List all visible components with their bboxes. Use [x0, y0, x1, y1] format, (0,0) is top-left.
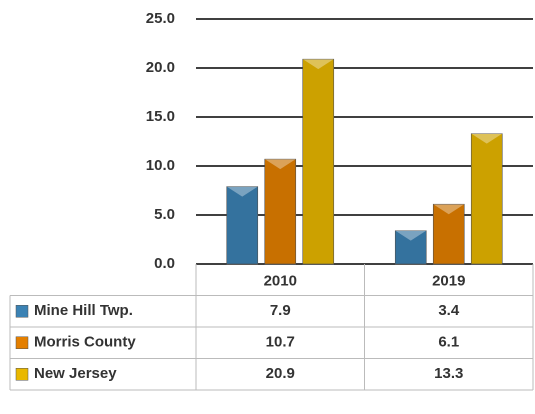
bar-shade — [471, 133, 503, 264]
bar — [302, 58, 335, 265]
x-tick-label: 2019 — [432, 273, 465, 290]
bar-shade — [433, 204, 465, 264]
bar-bevel — [395, 230, 427, 241]
legend-key — [15, 336, 29, 349]
y-tick-label: 25.0 — [146, 10, 175, 27]
table-value: 7.9 — [270, 302, 291, 319]
y-tick-label: 0.0 — [154, 255, 175, 272]
bar — [226, 186, 259, 265]
bar — [432, 203, 465, 265]
bar — [394, 230, 427, 265]
bar — [470, 133, 503, 265]
table-value: 13.3 — [434, 365, 463, 382]
bar — [264, 158, 297, 265]
bar-shade — [395, 230, 427, 264]
bar-bevel — [433, 204, 465, 215]
legend-label: Mine Hill Twp. — [34, 302, 133, 319]
y-tick-label: 15.0 — [146, 108, 175, 125]
legend-label: Morris County — [34, 334, 136, 351]
y-tick-label: 10.0 — [146, 157, 175, 174]
bar-shade — [264, 159, 296, 264]
bar-bevel — [226, 186, 258, 197]
table-value: 10.7 — [266, 334, 295, 351]
y-tick-label: 20.0 — [146, 59, 175, 76]
bar-bevel — [471, 133, 503, 144]
bar-bevel — [264, 159, 296, 170]
bar-shade — [302, 59, 334, 265]
table-value: 3.4 — [438, 302, 460, 319]
legend-key — [15, 305, 29, 318]
legend-label: New Jersey — [34, 365, 117, 382]
bar-bevel — [302, 59, 334, 70]
legend-key — [15, 368, 29, 381]
x-tick-label: 2010 — [264, 273, 297, 290]
table-value: 6.1 — [438, 334, 459, 351]
table-value: 20.9 — [266, 365, 295, 382]
y-tick-label: 5.0 — [154, 206, 175, 223]
bar-shade — [226, 186, 258, 264]
